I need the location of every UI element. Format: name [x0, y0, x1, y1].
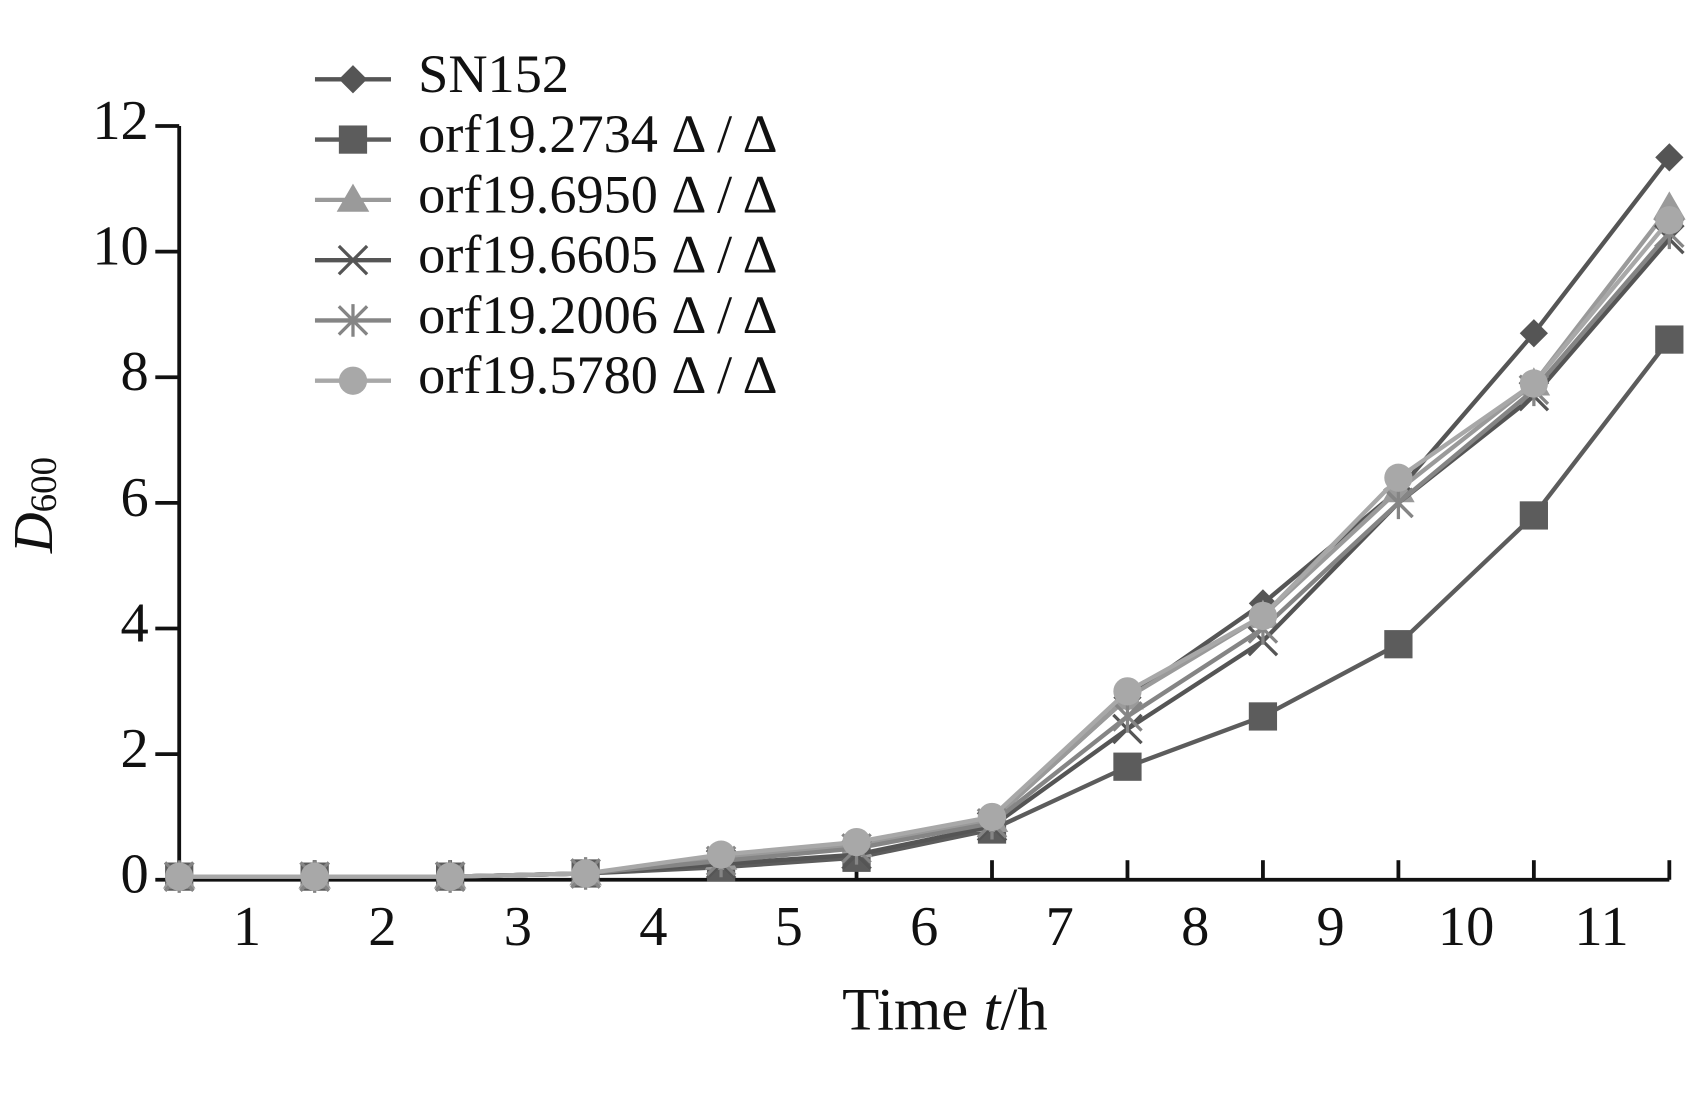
marker	[300, 862, 329, 891]
marker	[338, 366, 368, 395]
series-line	[179, 338, 1672, 879]
legend-label: orf19.2734 Δ / Δ	[418, 104, 777, 164]
series-line	[179, 156, 1672, 879]
y-tick-label: 10	[92, 216, 148, 278]
marker	[1112, 700, 1143, 733]
marker	[1384, 463, 1413, 492]
y-label-sub: 600	[23, 457, 64, 512]
x-tick-label: 1	[233, 896, 261, 958]
marker	[1655, 143, 1684, 172]
y-tick-label: 12	[92, 90, 148, 152]
x-tick-label: 11	[1574, 896, 1628, 958]
x-tick-label: 3	[504, 896, 532, 958]
marker	[706, 840, 736, 869]
marker	[337, 244, 369, 276]
marker	[1384, 630, 1413, 659]
x-tick-label: 5	[775, 896, 803, 958]
legend-label: orf19.6605 Δ / Δ	[418, 225, 777, 285]
marker	[338, 125, 368, 154]
y-tick-label: 2	[121, 718, 149, 780]
x-label-part: t	[983, 976, 1002, 1043]
marker	[338, 65, 368, 94]
series-line	[179, 231, 1671, 879]
legend-label: orf19.2006 Δ / Δ	[418, 285, 777, 345]
x-axis-label: Time t/h	[842, 976, 1048, 1043]
marker	[1248, 601, 1278, 631]
marker	[1519, 369, 1548, 398]
marker	[336, 183, 370, 212]
legend-label: SN152	[418, 44, 569, 104]
marker	[165, 862, 194, 891]
series-line	[179, 237, 1671, 879]
y-tick-label: 0	[121, 844, 149, 906]
x-tick-label: 6	[910, 896, 938, 958]
marker	[337, 304, 369, 337]
y-tick-label: 8	[121, 341, 149, 403]
series-line	[179, 206, 1672, 879]
marker	[1383, 486, 1414, 520]
x-label-part: /h	[1000, 976, 1047, 1043]
marker	[1519, 501, 1548, 530]
y-tick-label: 6	[121, 467, 149, 529]
marker	[571, 859, 600, 888]
marker	[977, 802, 1007, 832]
x-tick-label: 10	[1438, 896, 1494, 958]
x-tick-label: 4	[639, 896, 667, 958]
marker	[1113, 752, 1142, 781]
marker	[1248, 702, 1278, 731]
y-axis-label: D600	[3, 457, 65, 554]
marker	[1655, 206, 1684, 235]
x-tick-label: 8	[1181, 896, 1209, 958]
legend-label: orf19.5780 Δ / Δ	[418, 345, 777, 405]
legend-label: orf19.6950 Δ / Δ	[418, 164, 777, 224]
x-tick-label: 2	[368, 896, 396, 958]
series-line	[179, 218, 1672, 879]
x-tick-label: 7	[1046, 896, 1074, 958]
x-label-part: Time	[842, 976, 983, 1043]
marker	[842, 827, 871, 857]
y-label-main: D	[3, 512, 65, 554]
marker	[1655, 325, 1684, 354]
marker	[1113, 677, 1142, 706]
x-tick-label: 9	[1317, 896, 1345, 958]
y-tick-label: 4	[121, 592, 149, 654]
marker	[436, 862, 465, 891]
